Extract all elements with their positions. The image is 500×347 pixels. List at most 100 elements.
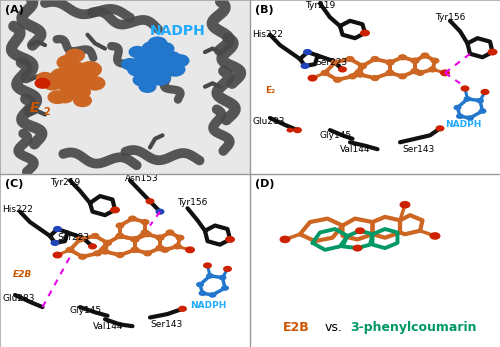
Circle shape: [160, 247, 170, 253]
Text: Ser223: Ser223: [58, 233, 90, 242]
Circle shape: [410, 68, 420, 74]
Circle shape: [370, 75, 380, 81]
Circle shape: [330, 59, 340, 66]
Circle shape: [72, 69, 98, 87]
Circle shape: [206, 273, 214, 279]
Circle shape: [130, 236, 140, 243]
Text: Ser223: Ser223: [315, 58, 347, 67]
Circle shape: [128, 46, 146, 58]
Circle shape: [100, 248, 110, 255]
Circle shape: [456, 113, 464, 119]
Circle shape: [398, 54, 407, 60]
Circle shape: [466, 115, 474, 121]
Circle shape: [132, 54, 158, 71]
Text: (C): (C): [5, 179, 24, 189]
Circle shape: [116, 252, 124, 258]
Circle shape: [103, 240, 112, 246]
Circle shape: [138, 65, 162, 81]
Circle shape: [132, 73, 152, 87]
Text: NADPH: NADPH: [190, 301, 226, 310]
Circle shape: [128, 215, 137, 222]
Circle shape: [50, 68, 75, 85]
Circle shape: [303, 49, 312, 55]
Circle shape: [428, 66, 437, 73]
Circle shape: [308, 75, 318, 82]
Circle shape: [398, 73, 407, 79]
Circle shape: [410, 68, 420, 74]
Text: NADPH: NADPH: [445, 120, 482, 129]
Circle shape: [360, 29, 370, 36]
Circle shape: [352, 245, 362, 252]
Circle shape: [221, 285, 229, 291]
Circle shape: [178, 306, 187, 312]
Circle shape: [440, 69, 450, 76]
Circle shape: [176, 235, 184, 241]
Circle shape: [146, 198, 154, 204]
Text: Tyr219: Tyr219: [305, 1, 335, 10]
Circle shape: [149, 70, 171, 86]
Circle shape: [166, 229, 174, 236]
Circle shape: [140, 229, 149, 236]
Circle shape: [146, 47, 170, 64]
Circle shape: [203, 262, 212, 269]
Circle shape: [185, 246, 195, 253]
Circle shape: [52, 252, 62, 259]
Circle shape: [156, 245, 164, 251]
Circle shape: [76, 236, 84, 243]
Circle shape: [66, 247, 74, 253]
Circle shape: [130, 247, 140, 253]
Circle shape: [173, 243, 182, 249]
Circle shape: [156, 245, 164, 251]
Circle shape: [69, 84, 91, 100]
Text: (A): (A): [5, 5, 24, 15]
Text: Glu283: Glu283: [2, 294, 35, 303]
Circle shape: [156, 42, 174, 55]
Circle shape: [156, 235, 164, 241]
Circle shape: [386, 59, 394, 66]
Text: E2B: E2B: [12, 270, 32, 279]
Circle shape: [358, 63, 367, 69]
Text: His222: His222: [2, 205, 34, 214]
Circle shape: [143, 250, 152, 256]
Circle shape: [293, 127, 302, 133]
Circle shape: [476, 98, 484, 103]
Circle shape: [480, 89, 490, 95]
Circle shape: [78, 61, 102, 78]
Circle shape: [436, 125, 444, 132]
Circle shape: [208, 292, 216, 298]
Circle shape: [110, 206, 120, 213]
Text: Glu283: Glu283: [252, 117, 285, 126]
Text: Ser143: Ser143: [150, 320, 182, 329]
Circle shape: [218, 275, 226, 280]
Circle shape: [143, 231, 152, 237]
Circle shape: [84, 76, 105, 91]
Circle shape: [48, 90, 68, 104]
Circle shape: [116, 233, 124, 239]
Circle shape: [416, 70, 424, 76]
Circle shape: [488, 49, 498, 56]
Text: vs.: vs.: [325, 321, 343, 335]
Circle shape: [386, 70, 394, 76]
Circle shape: [158, 51, 182, 67]
Circle shape: [156, 235, 164, 241]
Circle shape: [63, 61, 87, 78]
Circle shape: [356, 71, 364, 78]
Circle shape: [78, 254, 87, 260]
Text: E: E: [30, 101, 40, 115]
Text: 3-phenylcoumarin: 3-phenylcoumarin: [350, 321, 476, 335]
Circle shape: [65, 49, 85, 62]
Circle shape: [53, 226, 62, 232]
Circle shape: [198, 290, 206, 296]
Circle shape: [90, 233, 100, 239]
Text: Val144: Val144: [92, 322, 123, 331]
Circle shape: [156, 209, 164, 215]
Text: Asn153: Asn153: [125, 174, 159, 183]
Circle shape: [93, 250, 102, 256]
Text: NADPH: NADPH: [150, 24, 206, 38]
Circle shape: [170, 54, 190, 67]
Circle shape: [386, 59, 394, 66]
Circle shape: [103, 240, 112, 246]
Circle shape: [225, 236, 235, 243]
Circle shape: [152, 57, 178, 75]
Text: Val144: Val144: [340, 145, 370, 154]
